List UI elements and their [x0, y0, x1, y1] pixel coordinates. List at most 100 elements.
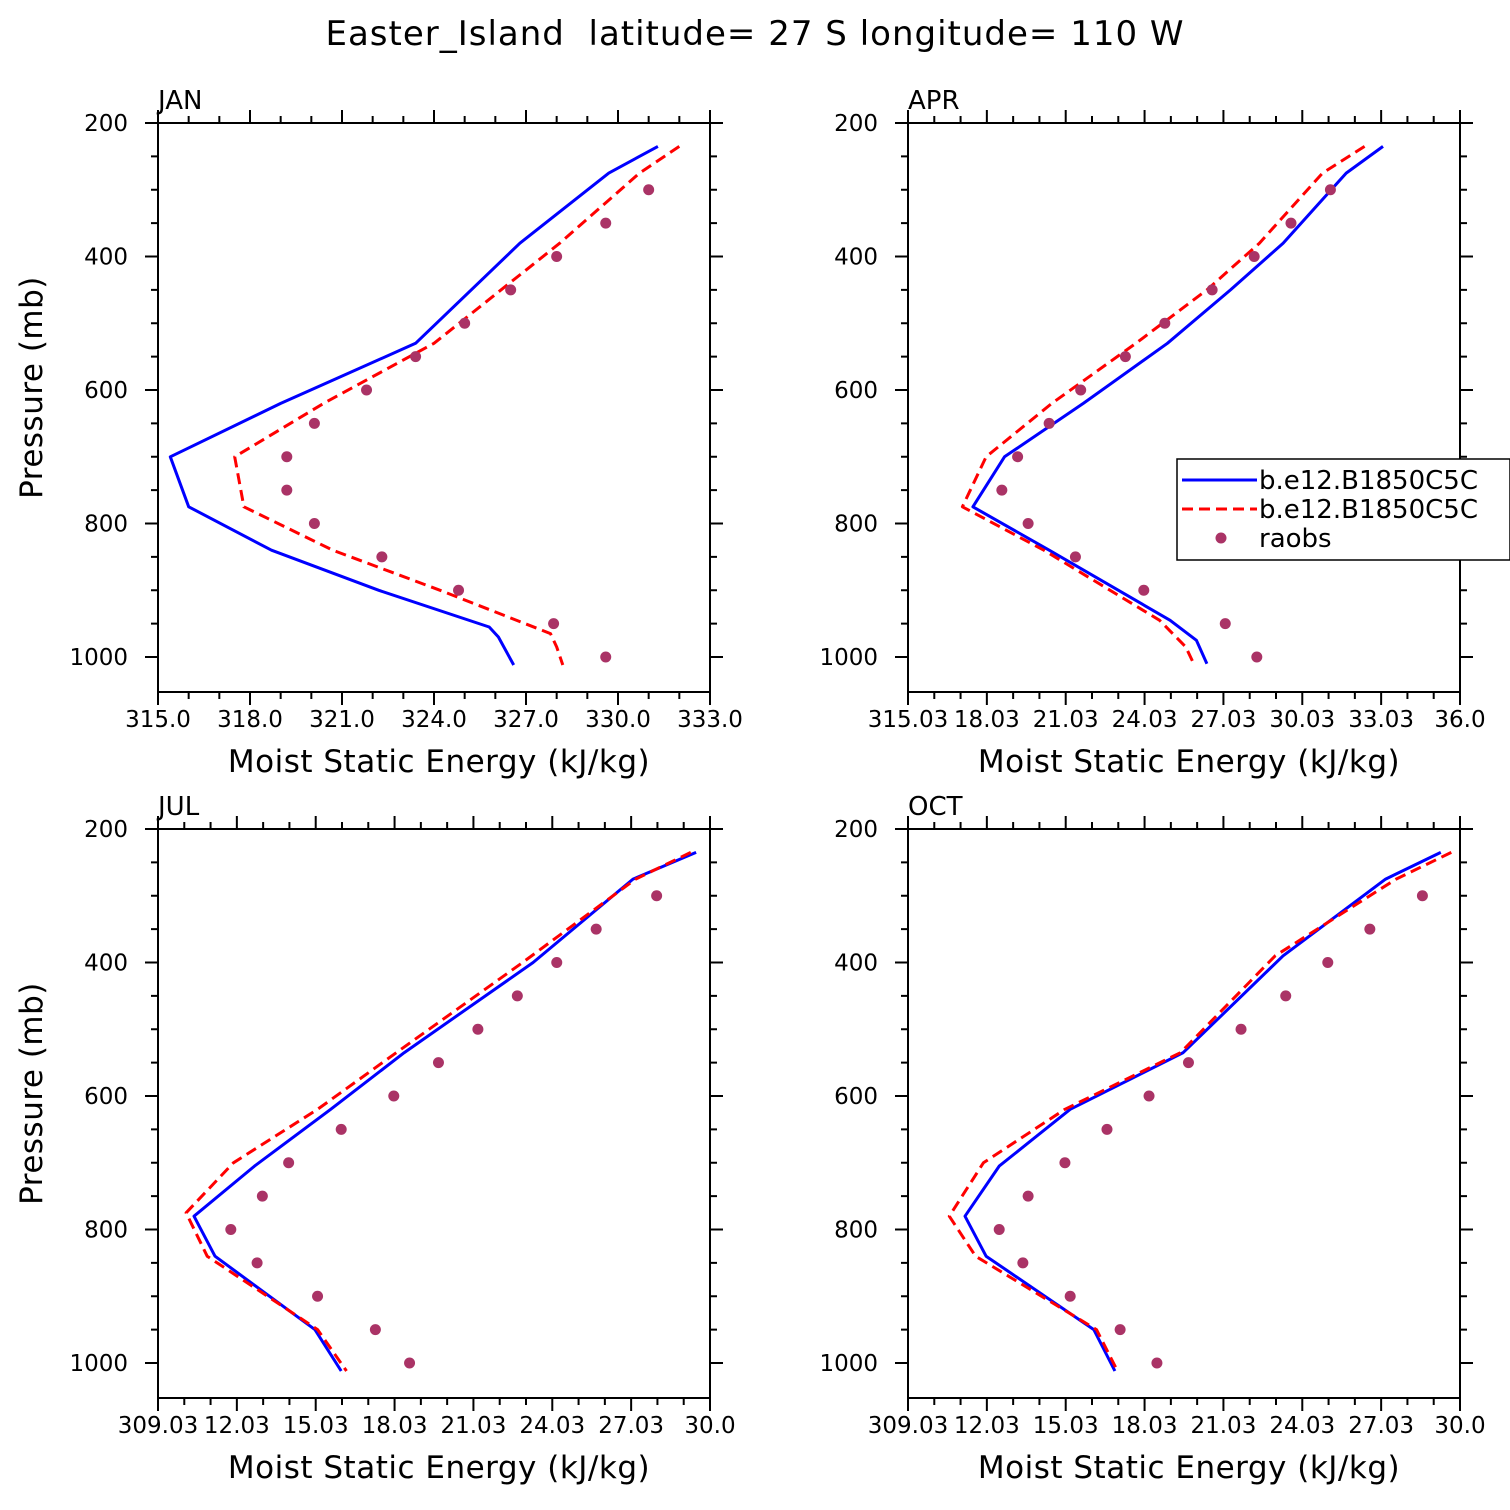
raobs-point [251, 1257, 263, 1269]
raobs-point [1043, 417, 1055, 429]
x-axis-label: Moist Static Energy (kJ/kg) [978, 744, 1400, 780]
panel-jul: JUL 309.03 12.03 15.03 18.03 21.03 24.03 27.03 3… [14, 792, 736, 1486]
raobs-point [1280, 990, 1292, 1002]
raobs-point [1206, 284, 1218, 296]
raobs-point [256, 1190, 268, 1202]
raobs-point [361, 384, 373, 396]
y-tick-label: 800 [834, 1218, 878, 1244]
raobs-point [1075, 384, 1087, 396]
raobs-point [432, 1057, 444, 1069]
model2-line [184, 851, 692, 1372]
y-tick-label: 200 [84, 111, 128, 137]
raobs-point [369, 1324, 381, 1336]
x-tick-label: 24.03 [1269, 1413, 1335, 1439]
plot-frame [907, 828, 1461, 1399]
x-tick-label: 12.03 [954, 1413, 1020, 1439]
raobs-point [600, 217, 612, 229]
x-axis-label: Moist Static Energy (kJ/kg) [228, 1450, 650, 1486]
raobs-point [1064, 1290, 1076, 1302]
raobs-point [1251, 651, 1263, 663]
raobs-point [996, 484, 1008, 496]
raobs-point [1069, 551, 1081, 563]
x-tick-label: 21.03 [1033, 707, 1099, 733]
x-tick-label: 30.03 [1269, 707, 1335, 733]
raobs-point [388, 1090, 400, 1102]
legend-box [1176, 458, 1510, 561]
raobs-point [472, 1023, 484, 1035]
x-tick-label: 24.03 [1112, 707, 1178, 733]
x-tick-label: 27.03 [1190, 707, 1256, 733]
plot-frame [157, 122, 711, 693]
y-tick-label: 400 [834, 245, 878, 271]
panel-title: APR [908, 86, 960, 116]
x-tick-label: 330.0 [585, 707, 651, 733]
x-tick-label: 18.03 [1112, 1413, 1178, 1439]
raobs-point [281, 451, 293, 463]
raobs-point [1022, 518, 1034, 529]
raobs-point [1101, 1123, 1113, 1135]
raobs-point [308, 417, 320, 429]
raobs-point [225, 1224, 237, 1235]
raobs-point [1235, 1023, 1247, 1035]
x-tick-label: 27.03 [1348, 1413, 1414, 1439]
y-tick-label: 1000 [69, 645, 128, 671]
raobs-point [1119, 351, 1131, 363]
raobs-point [651, 890, 663, 902]
raobs-point [1059, 1157, 1071, 1169]
x-tick-label: 21.03 [440, 1413, 506, 1439]
raobs-point [404, 1357, 416, 1369]
x-tick-label: 27.03 [598, 1413, 664, 1439]
model2-line [947, 851, 1452, 1372]
y-tick-label: 200 [84, 817, 128, 843]
raobs-point [1322, 957, 1334, 968]
raobs-point [1012, 451, 1024, 463]
x-tick-label: 318.0 [217, 707, 283, 733]
raobs-point [1248, 251, 1260, 262]
raobs-point [410, 351, 422, 363]
panel-apr: APR 315.03 18.03 21.03 24.03 27.03 30.03 33.03 3… [819, 86, 1485, 780]
figure-title: Easter_Island latitude= 27 S longitude= … [325, 14, 1184, 54]
raobs-point [1114, 1324, 1126, 1336]
y-tick-label: 800 [834, 512, 878, 538]
x-tick-label: 18.03 [954, 707, 1020, 733]
raobs-point [283, 1157, 295, 1169]
x-tick-label: 315.0 [125, 707, 191, 733]
x-tick-label: 15.03 [1033, 1413, 1099, 1439]
panel-title: JUL [156, 792, 200, 822]
raobs-point [1151, 1357, 1163, 1369]
raobs-point [1138, 584, 1150, 596]
panel-title: OCT [908, 792, 963, 822]
raobs-point [308, 518, 320, 529]
y-tick-label: 600 [834, 378, 878, 404]
raobs-point [312, 1290, 324, 1302]
y-tick-label: 800 [84, 1218, 128, 1244]
x-tick-label: 333.0 [677, 707, 743, 733]
panel-jan: JAN 315.0 318.0 321.0 324.0 327.0 330.0 333.0 20… [14, 86, 743, 780]
raobs-point [459, 317, 471, 329]
panel-oct: OCT 309.03 12.03 15.03 18.03 21.03 24.03 27.03 3… [819, 792, 1485, 1486]
raobs-point [1324, 184, 1336, 196]
model2-line [960, 145, 1366, 665]
x-tick-label: 18.03 [362, 1413, 428, 1439]
x-tick-label: 309.03 [118, 1413, 198, 1439]
x-tick-label: 33.03 [1348, 707, 1414, 733]
plot-frame [907, 122, 1461, 693]
raobs-point [1285, 217, 1297, 229]
y-tick-label: 1000 [819, 1351, 878, 1377]
raobs-point [376, 551, 388, 563]
y-tick-label: 200 [834, 817, 878, 843]
raobs-point [551, 251, 563, 262]
y-tick-label: 600 [84, 378, 128, 404]
model2-line [233, 145, 681, 666]
x-tick-label: 30.0 [684, 1413, 735, 1439]
y-axis-label: Pressure (mb) [14, 982, 50, 1205]
x-tick-label: 324.0 [401, 707, 467, 733]
legend-label: b.e12.B1850C5C [1259, 466, 1478, 496]
x-tick-label: 15.03 [283, 1413, 349, 1439]
model1-line [963, 851, 1442, 1372]
model1-line [971, 145, 1384, 665]
x-tick-label: 24.03 [519, 1413, 585, 1439]
raobs-point [590, 923, 602, 935]
